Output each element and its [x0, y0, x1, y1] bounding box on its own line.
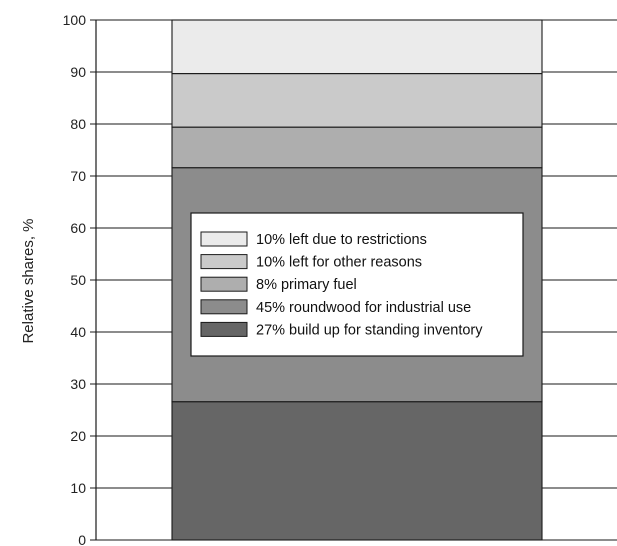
legend-swatch-0	[200, 321, 248, 337]
legend-label-3: 10% left for other reasons	[256, 255, 422, 271]
y-tick-label-100: 100	[63, 12, 87, 28]
y-tick-label-50: 50	[70, 272, 86, 288]
bar-segment-0	[171, 401, 543, 541]
bar-segment-4	[171, 19, 543, 75]
legend-label-2: 8% primary fuel	[256, 277, 357, 293]
y-tick-label-80: 80	[70, 116, 86, 132]
y-tick-label-10: 10	[70, 480, 86, 496]
bar-segment-2	[171, 126, 543, 169]
legend-swatch-1	[200, 299, 248, 315]
y-tick-label-20: 20	[70, 428, 86, 444]
y-tick-label-0: 0	[78, 532, 86, 546]
y-tick-label-60: 60	[70, 220, 86, 236]
legend-swatch-4	[200, 231, 248, 247]
legend-swatch-3	[200, 254, 248, 270]
legend-label-4: 10% left due to restrictions	[256, 232, 427, 248]
bar-segments	[171, 19, 543, 541]
legend-label-1: 45% roundwood for industrial use	[256, 300, 471, 316]
y-tick-label-30: 30	[70, 376, 86, 392]
legend: 10% left due to restrictions 10% left for…	[190, 212, 524, 357]
legend-label-0: 27% build up for standing inventory	[256, 322, 483, 338]
y-axis-title: Relative shares, %	[20, 218, 37, 343]
y-tick-label-40: 40	[70, 324, 86, 340]
y-tick-label-90: 90	[70, 64, 86, 80]
bar-segment-3	[171, 73, 543, 128]
y-axis: 0 10 20 30 40 50 60 70 80 90 100	[63, 12, 97, 546]
legend-swatch-2	[200, 276, 248, 292]
y-tick-label-70: 70	[70, 168, 86, 184]
